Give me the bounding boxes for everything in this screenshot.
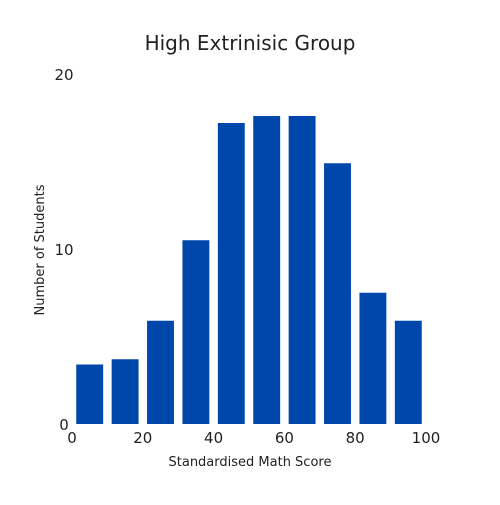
- bar-3: [182, 240, 210, 424]
- bar-1: [111, 359, 139, 424]
- x-tick-label: 0: [67, 429, 77, 447]
- x-tick-label: 80: [346, 429, 365, 447]
- bar-9: [394, 320, 422, 424]
- bar-2: [147, 320, 174, 424]
- y-axis-label: Number of Students: [33, 184, 48, 315]
- bar-8: [359, 292, 387, 424]
- y-tick-label: 20: [54, 66, 73, 84]
- x-tick-label: 40: [204, 429, 223, 447]
- bar-5: [253, 116, 281, 424]
- bar-6: [288, 116, 316, 424]
- x-tick-label: 60: [275, 429, 294, 447]
- bar-7: [324, 163, 351, 424]
- chart-title: High Extrinisic Group: [145, 31, 356, 55]
- bar-0: [76, 364, 104, 424]
- x-tick-label: 100: [412, 429, 441, 447]
- y-tick-label: 0: [59, 416, 69, 434]
- x-tick-label: 20: [133, 429, 152, 447]
- x-tick-labels: 0 20 40 60 80 100: [67, 429, 440, 447]
- bar-4: [217, 123, 245, 424]
- bars-group: [76, 116, 422, 424]
- x-axis-label: Standardised Math Score: [169, 455, 332, 470]
- y-tick-labels: 0 10 20: [54, 66, 73, 434]
- y-tick-label: 10: [54, 241, 73, 259]
